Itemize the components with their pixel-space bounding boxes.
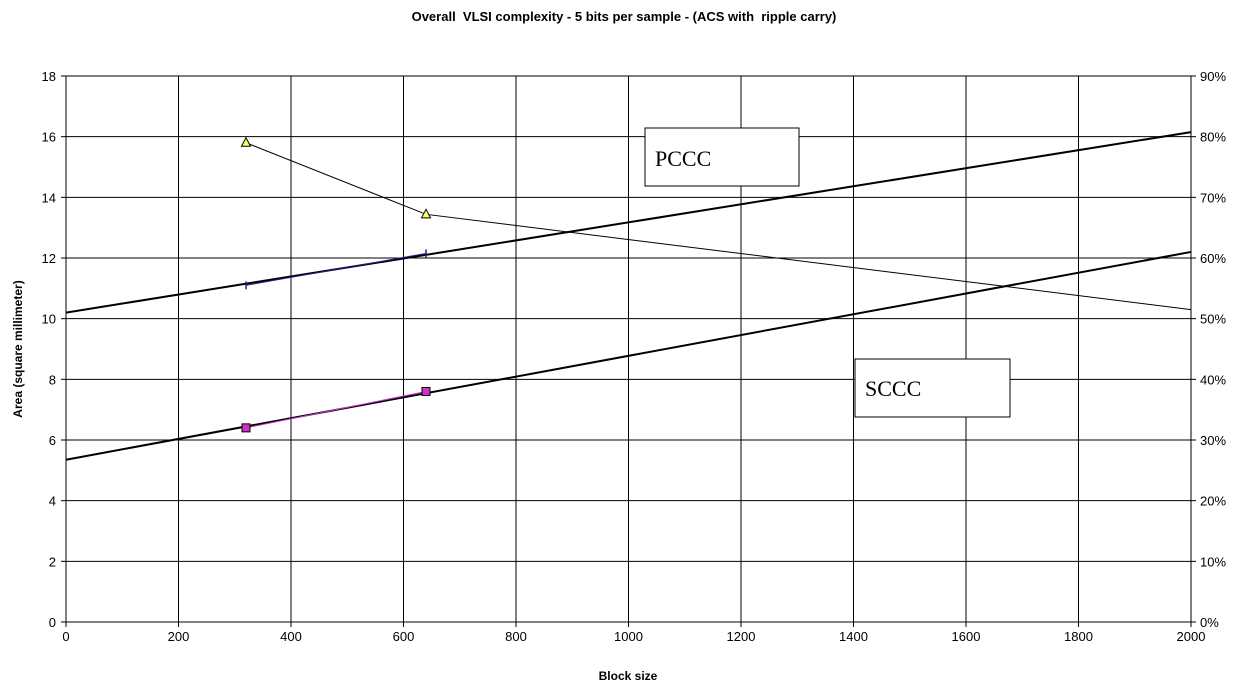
chart-title: Overall VLSI complexity - 5 bits per sam… [412, 9, 837, 24]
axis-ticks: 0 200 400 600 800 1000 1200 1400 1600 1800 2000 0 2 4… [42, 69, 1227, 644]
y-tick-label: 12 [42, 251, 56, 266]
series-line-plus [245, 252, 427, 286]
y2-tick-label: 20% [1200, 494, 1226, 509]
data-point-triangle [240, 136, 252, 147]
trendline-pccc [65, 131, 1192, 314]
y-tick-label: 8 [49, 372, 56, 387]
y-tick-label: 2 [49, 554, 56, 569]
y2-tick-label: 90% [1200, 69, 1226, 84]
x-tick-label: 400 [280, 629, 302, 644]
y-tick-label: 14 [42, 190, 56, 205]
x-tick-label: 1400 [839, 629, 868, 644]
x-axis-label: Block size [599, 669, 658, 683]
annotation-box-pccc [644, 127, 800, 187]
y2-tick-label: 40% [1200, 372, 1226, 387]
y2-tick-label: 50% [1200, 312, 1226, 327]
y-tick-label: 10 [42, 312, 56, 327]
y-tick-label: 4 [49, 494, 56, 509]
x-tick-label: 2000 [1177, 629, 1206, 644]
series-line-square [245, 390, 427, 429]
y2-tick-label: 10% [1200, 554, 1226, 569]
data-point-square [241, 423, 251, 433]
x-tick-label: 0 [62, 629, 69, 644]
y-axis-label: Area (square millimeter) [11, 280, 25, 417]
x-tick-label: 1600 [952, 629, 981, 644]
series-markers [240, 136, 432, 433]
data-point-square [421, 386, 431, 396]
annotation-label-sccc: SCCC [865, 376, 921, 401]
x-tick-label: 1000 [614, 629, 643, 644]
y2-tick-label: 30% [1200, 433, 1226, 448]
y-tick-label: 0 [49, 615, 56, 630]
x-tick-label: 800 [505, 629, 527, 644]
x-tick-label: 600 [393, 629, 415, 644]
y-tick-label: 6 [49, 433, 56, 448]
grid [65, 75, 1192, 623]
annotation-box-sccc [854, 358, 1011, 418]
y2-tick-label: 60% [1200, 251, 1226, 266]
x-tick-label: 200 [168, 629, 190, 644]
x-tick-label: 1800 [1064, 629, 1093, 644]
annotation-label-pccc: PCCC [655, 146, 711, 171]
data-point-triangle [420, 208, 432, 219]
y2-tick-label: 0% [1200, 615, 1219, 630]
y2-tick-label: 70% [1200, 190, 1226, 205]
annotations: PCCC SCCC [644, 127, 1011, 418]
y2-tick-label: 80% [1200, 130, 1226, 145]
y-tick-label: 16 [42, 130, 56, 145]
y-tick-label: 18 [42, 69, 56, 84]
x-tick-label: 1200 [727, 629, 756, 644]
